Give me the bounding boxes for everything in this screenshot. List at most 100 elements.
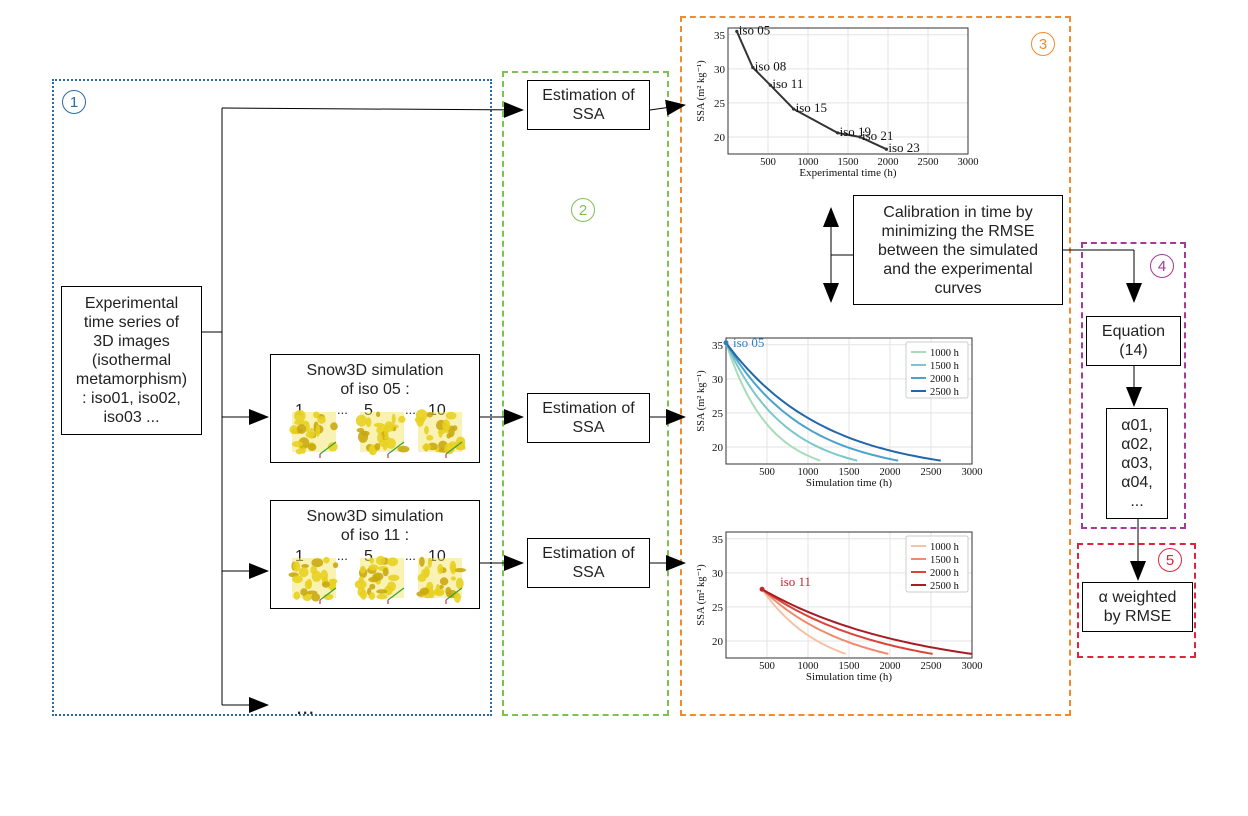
point-annotation: iso 19 [840,124,871,139]
x-axis-label: Simulation time (h) [806,477,892,489]
panel-number-4: 4 [1150,254,1174,278]
x-tick-label: 500 [760,157,776,168]
legend-label: 1500 h [930,361,960,372]
x-tick-label: 2000 [878,157,899,168]
legend-label: 1000 h [930,542,960,553]
legend-box [905,341,969,399]
snow-microstructure-image [355,411,410,458]
y-tick-label: 30 [712,568,724,580]
plot-frame [725,337,973,465]
snapshot-label: ... [337,402,348,417]
experimental-series-box: Experimental time series of 3D images (i… [61,286,202,435]
x-tick-label: 1000 [798,157,819,168]
simulation-iso11-chart: 500 1000 1500 2000 2500 3000 20 25 30 35 Simulatio… [696,531,983,683]
data-point [836,131,840,135]
alpha-weighted-box: α weighted by RMSE [1082,582,1193,632]
panel-number-1: 1 [62,90,86,114]
x-tick-label: 1500 [838,157,859,168]
x-tick-label: 3000 [962,467,983,478]
y-tick-label: 20 [714,132,726,144]
point-annotation: iso 21 [862,128,893,143]
snapshot-label: 5 [364,548,373,565]
alpha-item: α03, [1121,455,1153,472]
calibration-box: Calibration in time by minimizing the RM… [853,195,1063,305]
simulation-iso05-label: Snow3D simulation of iso 05 : [306,362,444,398]
y-tick-label: 30 [714,64,726,76]
legend-label: 1500 h [930,555,960,566]
panel-1 [52,79,492,716]
snow-microstructure-image [416,556,467,604]
x-tick-label: 1000 [798,467,819,478]
x-tick-label: 500 [759,467,775,478]
panel-number-2: 2 [571,198,595,222]
snow-microstructure-image [289,410,338,458]
panel-2 [502,71,669,716]
series-line [725,342,899,462]
snow-microstructure-image [288,556,339,604]
legend-box [905,535,969,593]
snapshot-label: ... [405,548,416,563]
legend-label: 2000 h [930,374,960,385]
data-point [858,135,862,139]
simulation-iso11-label: Snow3D simulation of iso 11 : [306,508,444,544]
x-tick-label: 2000 [880,661,901,672]
legend-label: 2000 h [930,568,960,579]
point-annotation: iso 11 [772,76,803,91]
x-tick-label: 1000 [798,661,819,672]
series-line [725,342,821,462]
legend-label: 1000 h [930,348,960,359]
snow-microstructure-image [354,555,405,604]
alpha-list-box: α01, α02, α03, α04, ... [1106,408,1168,519]
x-tick-label: 3000 [962,661,983,672]
y-tick-label: 20 [712,636,724,648]
start-point [723,340,729,346]
series-line [761,588,933,655]
point-annotation: iso 15 [796,100,827,115]
experimental-ssa-chart: 500 1000 1500 2000 2500 3000 20 25 30 35 Experimen… [696,22,979,179]
series-line [761,588,847,655]
snow-images-iso11 [288,555,467,604]
snow-microstructure-image [414,409,466,458]
panel-3 [680,16,1071,716]
equation-box: Equation (14) [1086,316,1181,366]
x-tick-label: 2000 [880,467,901,478]
y-tick-label: 30 [712,374,724,386]
alpha-item: ... [1130,493,1144,510]
x-axis-label: Simulation time (h) [806,671,892,683]
panel-number-5: 5 [1158,548,1182,572]
point-annotation: iso 05 [739,22,770,37]
series-line [725,342,858,462]
data-point [735,29,739,34]
panel-number-3: 3 [1031,32,1055,56]
alpha-item: α02, [1121,436,1153,453]
data-point [751,65,755,70]
data-point [792,107,796,111]
series-line [725,342,941,462]
x-tick-label: 2500 [921,467,942,478]
data-point [884,147,888,151]
legend-label: 2500 h [930,581,960,592]
start-label: iso 05 [733,335,764,350]
panel-5 [1077,543,1196,658]
y-tick-label: 35 [714,30,726,42]
alpha-item: α04, [1121,474,1153,491]
y-axis-label: SSA (m² kg⁻¹) [696,60,707,122]
y-tick-label: 20 [712,442,724,454]
estimation-ssa-box-2: Estimation of SSA [527,393,650,443]
x-tick-label: 2500 [921,661,942,672]
point-annotation: iso 23 [888,140,919,155]
estimation-ssa-box-3: Estimation of SSA [527,538,650,588]
y-axis-label: SSA (m² kg⁻¹) [696,370,707,432]
snapshot-label: 1 [295,548,304,565]
y-tick-label: 25 [714,98,726,110]
alpha-item: α01, [1121,417,1153,434]
x-tick-label: 1500 [839,661,860,672]
x-tick-label: 3000 [958,157,979,168]
x-tick-label: 1500 [839,467,860,478]
simulation-iso05-chart: 500 1000 1500 2000 2500 3000 20 25 30 35 Simulatio… [696,335,983,489]
data-point [768,83,772,87]
y-tick-label: 35 [712,534,724,546]
y-tick-label: 25 [712,602,724,614]
